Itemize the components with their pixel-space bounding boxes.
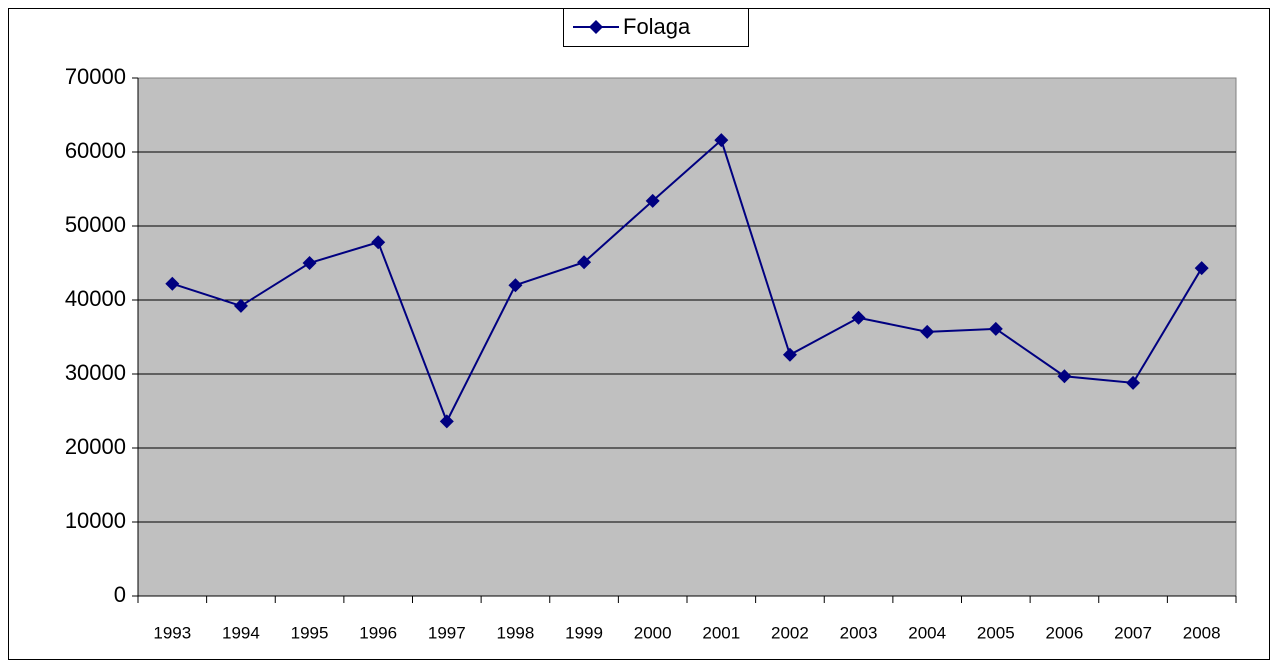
series-line	[172, 138, 1203, 424]
marker	[851, 310, 866, 325]
plot-area	[137, 77, 1237, 597]
marker	[577, 255, 592, 270]
x-tick-label: 2006	[1046, 623, 1084, 642]
x-tick-label: 1993	[153, 623, 191, 642]
legend-label: Folaga	[623, 14, 691, 39]
x-tick-label: 1999	[565, 623, 603, 642]
y-tick-label: 20000	[65, 434, 126, 459]
marker	[439, 414, 454, 429]
y-tick-label: 30000	[65, 360, 126, 385]
marker	[165, 276, 180, 291]
y-tick-label: 70000	[65, 64, 126, 89]
marker	[371, 235, 386, 250]
x-tick-label: 1996	[359, 623, 397, 642]
marker	[302, 256, 317, 270]
marker	[508, 278, 523, 293]
legend-marker	[589, 20, 603, 34]
x-tick-label: 1997	[428, 623, 466, 642]
marker	[714, 133, 729, 148]
x-tick-label: 2007	[1114, 623, 1152, 642]
marker	[920, 324, 935, 339]
x-tick-label: 2004	[908, 623, 946, 642]
y-tick-label: 10000	[65, 508, 126, 533]
x-tick-label: 2002	[771, 623, 809, 642]
marker	[233, 298, 248, 313]
x-tick-label: 2001	[702, 623, 740, 642]
x-tick-label: 1998	[497, 623, 535, 642]
y-tick-label: 60000	[65, 138, 126, 163]
x-tick-label: 2008	[1183, 623, 1221, 642]
x-tick-label: 2003	[840, 623, 878, 642]
y-tick-label: 40000	[65, 286, 126, 311]
x-tick-label: 2000	[634, 623, 672, 642]
y-tick-label: 50000	[65, 212, 126, 237]
marker	[988, 321, 1003, 336]
marker	[1126, 375, 1141, 390]
marker	[1057, 369, 1072, 384]
x-tick-label: 1995	[291, 623, 329, 642]
marker	[782, 347, 797, 362]
y-tick-label: 0	[114, 582, 126, 607]
marker	[645, 193, 660, 208]
x-tick-label: 2005	[977, 623, 1015, 642]
marker	[1194, 261, 1209, 276]
x-tick-label: 1994	[222, 623, 260, 642]
